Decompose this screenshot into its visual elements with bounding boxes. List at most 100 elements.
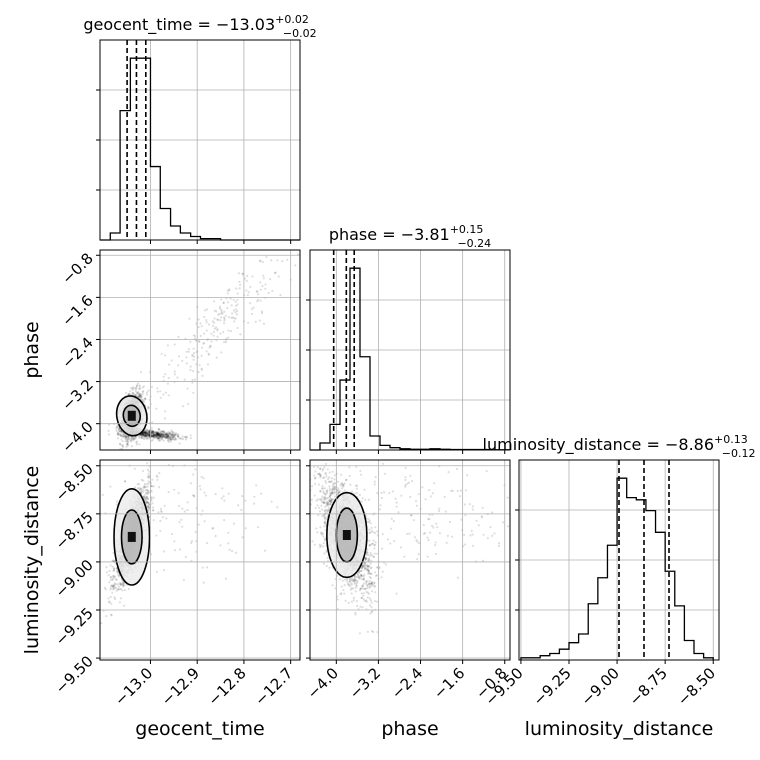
scatter-phase-vs-luminosity_distance-point xyxy=(325,475,328,478)
scatter-geocent_time-vs-phase-point xyxy=(156,432,159,435)
scatter-geocent_time-vs-phase-point xyxy=(138,393,141,396)
scatter-geocent_time-vs-phase-point xyxy=(231,316,234,319)
scatter-geocent_time-vs-phase-point xyxy=(177,433,180,436)
scatter-geocent_time-vs-phase-point xyxy=(137,395,140,398)
scatter-geocent_time-vs-phase-point xyxy=(189,369,192,372)
scatter-geocent_time-vs-phase-point xyxy=(200,368,203,371)
scatter-geocent_time-vs-phase-point xyxy=(140,434,143,438)
scatter-geocent_time-vs-phase-point xyxy=(157,433,160,436)
scatter-geocent_time-vs-luminosity_distance-point xyxy=(184,555,187,559)
scatter-geocent_time-vs-luminosity_distance-point xyxy=(206,566,209,569)
scatter-geocent_time-vs-phase-point xyxy=(145,393,149,396)
scatter-phase-vs-luminosity_distance-point xyxy=(356,484,359,487)
scatter-phase-vs-luminosity_distance-point xyxy=(368,528,371,531)
scatter-phase-vs-luminosity_distance-point xyxy=(370,581,373,585)
scatter-geocent_time-vs-phase-point xyxy=(170,433,174,436)
scatter-geocent_time-vs-phase-point xyxy=(156,433,159,436)
scatter-geocent_time-vs-phase-point xyxy=(161,433,164,436)
scatter-geocent_time-vs-phase-point xyxy=(121,444,124,447)
scatter-geocent_time-vs-luminosity_distance-point xyxy=(118,588,121,591)
scatter-geocent_time-vs-phase-point xyxy=(158,436,161,439)
scatter-geocent_time-vs-phase-point xyxy=(166,434,169,437)
scatter-geocent_time-vs-phase-point xyxy=(169,437,172,440)
scatter-phase-vs-luminosity_distance-point xyxy=(347,583,350,587)
scatter-phase-vs-luminosity_distance-point xyxy=(327,503,330,506)
scatter-geocent_time-vs-phase-point xyxy=(212,330,215,334)
scatter-geocent_time-vs-phase-point xyxy=(150,385,154,388)
scatter-geocent_time-vs-phase-point xyxy=(143,431,147,434)
scatter-geocent_time-vs-phase-point xyxy=(120,434,123,437)
scatter-geocent_time-vs-luminosity_distance-point xyxy=(214,534,217,538)
scatter-geocent_time-vs-phase-point xyxy=(179,437,182,440)
scatter-layer xyxy=(100,253,509,635)
scatter-geocent_time-vs-phase-point xyxy=(175,438,178,441)
scatter-geocent_time-vs-phase-point xyxy=(168,432,171,435)
scatter-geocent_time-vs-luminosity_distance-point xyxy=(152,509,155,512)
scatter-phase-vs-luminosity_distance-point xyxy=(318,543,321,547)
scatter-phase-vs-luminosity_distance-point xyxy=(322,490,325,493)
scatter-phase-vs-luminosity_distance-point xyxy=(352,587,355,590)
scatter-geocent_time-vs-luminosity_distance-point xyxy=(162,569,166,572)
scatter-phase-vs-luminosity_distance-point xyxy=(352,578,355,582)
scatter-geocent_time-vs-phase-point xyxy=(135,386,138,389)
scatter-geocent_time-vs-phase-point xyxy=(144,431,147,434)
scatter-geocent_time-vs-phase-point xyxy=(159,432,162,435)
scatter-geocent_time-vs-luminosity_distance-point xyxy=(147,505,150,508)
scatter-phase-vs-luminosity_distance-point xyxy=(330,491,333,494)
scatter-phase-vs-luminosity_distance-point xyxy=(325,504,328,507)
scatter-geocent_time-vs-phase-point xyxy=(151,421,154,424)
scatter-phase-vs-luminosity_distance-point xyxy=(364,556,367,559)
scatter-geocent_time-vs-luminosity_distance-point xyxy=(157,486,161,489)
scatter-phase-vs-luminosity_distance-point xyxy=(353,576,356,580)
scatter-geocent_time-vs-phase-point xyxy=(164,433,167,436)
scatter-geocent_time-vs-phase-point xyxy=(173,432,176,435)
scatter-geocent_time-vs-phase-point xyxy=(264,287,267,290)
scatter-geocent_time-vs-phase-point xyxy=(140,433,143,436)
scatter-geocent_time-vs-phase-point xyxy=(166,435,169,438)
scatter-phase-vs-luminosity_distance-point xyxy=(362,577,365,580)
scatter-geocent_time-vs-phase-point xyxy=(216,335,219,338)
scatter-geocent_time-vs-phase-point xyxy=(154,433,157,437)
scatter-geocent_time-vs-luminosity_distance-point xyxy=(181,507,184,510)
scatter-geocent_time-vs-phase-point xyxy=(155,433,158,436)
scatter-phase-vs-luminosity_distance-point xyxy=(370,581,373,584)
scatter-geocent_time-vs-phase-point xyxy=(233,317,236,320)
scatter-geocent_time-vs-phase-point xyxy=(139,436,142,439)
scatter-geocent_time-vs-phase-point xyxy=(136,395,139,398)
scatter-geocent_time-vs-phase-point xyxy=(145,434,148,437)
scatter-geocent_time-vs-phase-point xyxy=(143,437,146,441)
scatter-geocent_time-vs-phase-point xyxy=(140,434,143,437)
scatter-phase-vs-luminosity_distance-point xyxy=(323,492,327,495)
scatter-phase-vs-luminosity_distance-point xyxy=(323,487,326,490)
scatter-geocent_time-vs-phase-point xyxy=(153,433,156,436)
scatter-geocent_time-vs-luminosity_distance-point xyxy=(147,475,151,478)
scatter-phase-vs-luminosity_distance-point xyxy=(324,462,327,466)
scatter-geocent_time-vs-phase-point xyxy=(166,437,169,440)
scatter-phase-vs-luminosity_distance-point xyxy=(320,532,323,535)
scatter-geocent_time-vs-phase-point xyxy=(156,432,159,435)
scatter-geocent_time-vs-phase-point xyxy=(211,320,214,323)
scatter-geocent_time-vs-phase-point xyxy=(153,433,156,436)
scatter-geocent_time-vs-phase-point xyxy=(213,309,216,312)
scatter-geocent_time-vs-phase-point xyxy=(130,437,133,440)
scatter-phase-vs-luminosity_distance-point xyxy=(370,529,373,533)
scatter-geocent_time-vs-phase-point xyxy=(238,287,241,290)
scatter-geocent_time-vs-phase-point xyxy=(132,436,136,439)
scatter-geocent_time-vs-luminosity_distance-point xyxy=(203,491,206,494)
scatter-geocent_time-vs-phase-point xyxy=(152,433,155,436)
scatter-geocent_time-vs-phase-point xyxy=(155,431,158,434)
scatter-geocent_time-vs-phase-point xyxy=(145,437,148,440)
scatter-geocent_time-vs-phase-point xyxy=(142,433,146,436)
scatter-geocent_time-vs-phase-point xyxy=(144,431,147,434)
scatter-geocent_time-vs-phase-point xyxy=(165,432,168,435)
scatter-geocent_time-vs-phase-point xyxy=(223,322,226,325)
scatter-phase-vs-luminosity_distance-point xyxy=(353,579,356,582)
scatter-phase-vs-luminosity_distance-point xyxy=(322,487,325,490)
scatter-geocent_time-vs-phase-point xyxy=(126,440,129,443)
scatter-geocent_time-vs-phase-point xyxy=(152,436,155,439)
scatter-phase-vs-luminosity_distance-point xyxy=(325,503,328,506)
scatter-phase-vs-luminosity_distance-point xyxy=(328,566,331,569)
scatter-geocent_time-vs-phase-point xyxy=(177,364,180,367)
scatter-geocent_time-vs-luminosity_distance-point xyxy=(260,492,263,495)
scatter-geocent_time-vs-phase-point xyxy=(159,396,162,399)
